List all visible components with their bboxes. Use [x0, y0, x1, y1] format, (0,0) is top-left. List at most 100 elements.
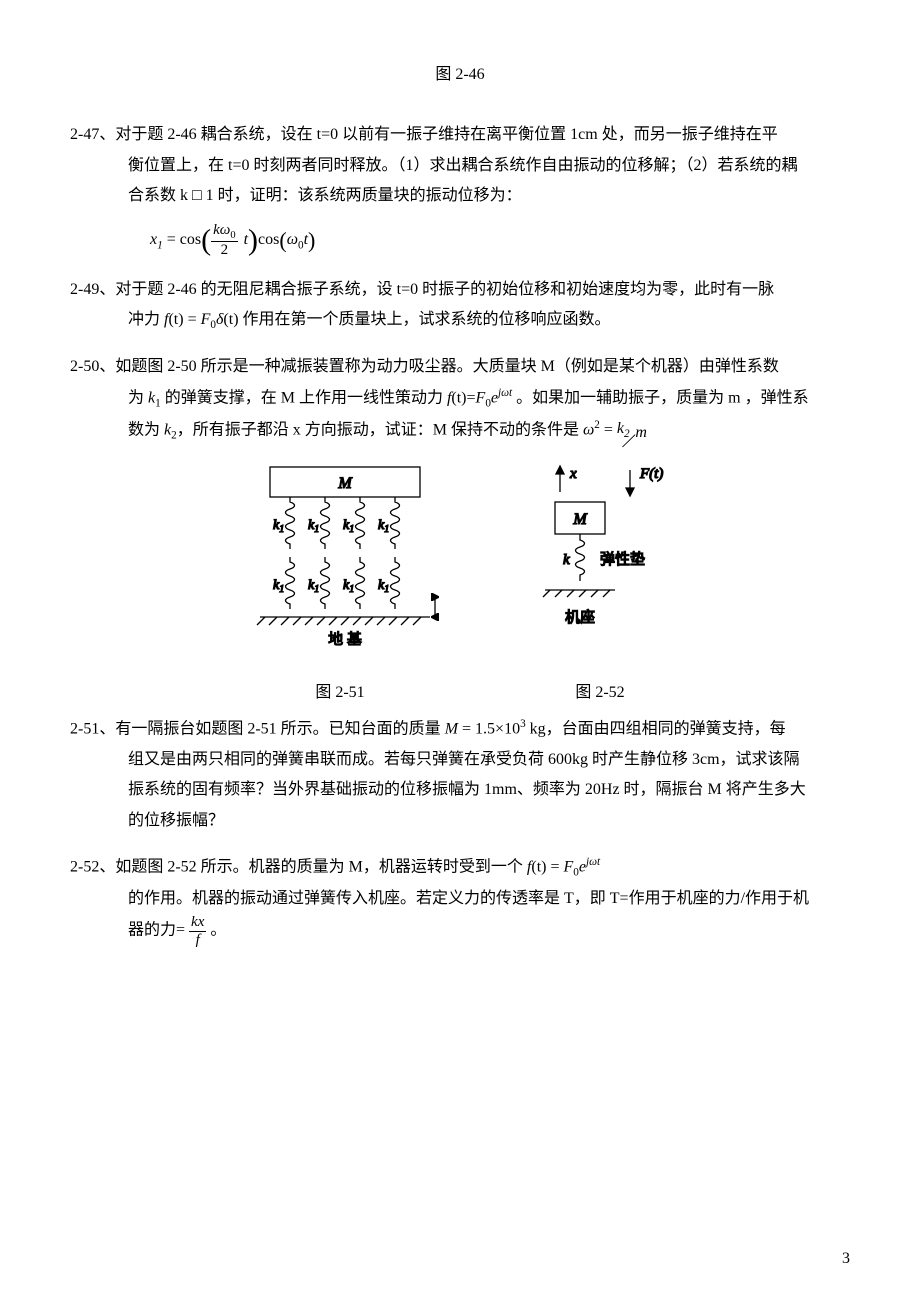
text: ，台面由四组相同的弹簧支持，每 — [546, 721, 786, 738]
problem-text: 对于题 2-46 耦合系统，设在 t=0 以前有一振子维持在离平衡位置 1cm … — [115, 126, 777, 143]
text: 冲力 — [128, 311, 164, 328]
text: 器的力= — [128, 922, 189, 939]
problem-2-52: 2-52、如题图 2-52 所示。机器的质量为 M，机器运转时受到一个 f (t)… — [70, 852, 850, 948]
problem-text: 器的力= kxf 。 — [70, 914, 850, 948]
diagram-2-51: M — [235, 462, 445, 662]
var-k: k — [617, 420, 624, 437]
fn-cos: cos — [180, 231, 201, 248]
label-base: 机座 — [565, 609, 595, 626]
paren-t: (t) — [451, 389, 466, 406]
equals: = — [600, 421, 617, 438]
problem-text: 对于题 2-46 的无阻尼耦合振子系统，设 t=0 时振子的初始位移和初始速度均… — [115, 281, 774, 298]
equation-2-47: x1 = cos(kω02 t)cos(ω0t) — [70, 222, 850, 259]
equals: = — [167, 231, 176, 248]
svg-text:k1: k1 — [308, 518, 319, 535]
svg-text:k1: k1 — [378, 578, 389, 595]
problem-number: 2-47、 — [70, 126, 115, 143]
paren: ( — [201, 223, 211, 256]
label-M: M — [337, 475, 353, 492]
problem-text: 如题图 2-52 所示。机器的质量为 M，机器运转时受到一个 — [115, 858, 527, 875]
value: = 1.5×10 — [458, 721, 520, 738]
label-M: M — [572, 511, 588, 528]
problem-2-50: 2-50、如题图 2-50 所示是一种减振装置称为动力吸尘器。大质量块 M（例如… — [70, 352, 850, 446]
label-k: k — [563, 552, 570, 568]
fraction: k2∕m — [617, 418, 647, 442]
var-F: F — [201, 311, 211, 328]
figure-caption: 图 2-51 — [235, 678, 445, 708]
problem-2-49: 2-49、对于题 2-46 的无阻尼耦合振子系统，设 t=0 时振子的初始位移和… — [70, 275, 850, 337]
problem-number: 2-51、 — [70, 721, 115, 738]
denominator: f — [189, 932, 206, 949]
paren: ) — [308, 227, 315, 252]
var-e: e — [579, 858, 586, 875]
label-pad: 弹性垫 — [600, 551, 645, 568]
figure-row: M — [70, 462, 850, 708]
svg-text:k1: k1 — [308, 578, 319, 595]
svg-text:k1: k1 — [343, 578, 354, 595]
problem-text: 组又是由两只相同的弹簧串联而成。若每只弹簧在承受负荷 600kg 时产生静位移 … — [70, 745, 850, 775]
denominator: 2 — [211, 242, 238, 259]
var-F: F — [564, 858, 574, 875]
text: 。如果加一辅助振子，质量为 m ，弹性系 — [512, 389, 808, 406]
text: 作用在第一个质量块上，试求系统的位移响应函数。 — [239, 311, 611, 328]
svg-text:k1: k1 — [343, 518, 354, 535]
var-omega: ω — [287, 231, 298, 248]
figure-2-51: M — [235, 462, 445, 708]
problem-text: 有一隔振台如题图 2-51 所示。已知台面的质量 — [115, 721, 444, 738]
problem-text: 冲力 f(t) = F0δ(t) 作用在第一个质量块上，试求系统的位移响应函数。 — [70, 305, 850, 336]
text: ，所有振子都沿 x 方向振动，试证：M 保持不动的条件是 — [177, 421, 583, 438]
var-e: e — [491, 389, 498, 406]
superscript: jωt — [586, 856, 600, 868]
label-ground: 地 基 — [328, 631, 362, 648]
problem-text: 的位移振幅？ — [70, 806, 850, 836]
svg-text:k1: k1 — [378, 518, 389, 535]
svg-text:k1: k1 — [273, 518, 284, 535]
problem-text: 衡位置上，在 t=0 时刻两者同时释放。（1）求出耦合系统作自由振动的位移解；（… — [70, 151, 850, 181]
paren: ( — [279, 227, 286, 252]
problem-2-51: 2-51、有一隔振台如题图 2-51 所示。已知台面的质量 M = 1.5×10… — [70, 714, 850, 836]
problem-number: 2-49、 — [70, 281, 115, 298]
figure-caption: 图 2-52 — [515, 678, 685, 708]
problem-number: 2-50、 — [70, 358, 115, 375]
equals: = — [546, 858, 563, 875]
fraction: kω02 — [211, 222, 238, 259]
var-omega: ω — [583, 421, 594, 438]
var-M: M — [445, 721, 458, 738]
subscript: 1 — [157, 239, 163, 251]
problem-text: 振系统的固有频率？当外界基础振动的位移振幅为 1mm、频率为 20Hz 时，隔振… — [70, 775, 850, 805]
problem-text: 数为 k2，所有振子都沿 x 方向振动，试证：M 保持不动的条件是 ω2 = k… — [70, 415, 850, 447]
var-omega: ω — [220, 222, 231, 238]
page-number: 3 — [842, 1244, 850, 1274]
label-Ft: F(t) — [639, 466, 663, 482]
unit: kg — [526, 721, 546, 738]
label-x: x — [569, 466, 577, 482]
paren-t: (t) — [223, 311, 238, 328]
var-F: F — [476, 389, 486, 406]
page: 图 2-46 2-47、对于题 2-46 耦合系统，设在 t=0 以前有一振子维… — [0, 0, 920, 1302]
problem-number: 2-52、 — [70, 858, 115, 875]
figure-label-2-46: 图 2-46 — [70, 60, 850, 90]
numerator: kx — [189, 914, 206, 932]
fn-cos: cos — [258, 231, 279, 248]
diagram-2-52: x F(t) M k 弹性垫 — [515, 462, 685, 662]
svg-text:k1: k1 — [273, 578, 284, 595]
var-k: k — [213, 222, 220, 238]
equals: = — [467, 389, 476, 406]
problem-text: 如题图 2-50 所示是一种减振装置称为动力吸尘器。大质量块 M（例如是某个机器… — [115, 358, 779, 375]
problem-text: 的作用。机器的振动通过弹簧传入机座。若定义力的传透率是 T，即 T=作用于机座的… — [70, 884, 850, 914]
superscript: jωt — [498, 387, 512, 399]
paren-t: (t) — [531, 858, 546, 875]
subscript: 0 — [230, 230, 235, 241]
problem-text: 为 k1 的弹簧支撑，在 M 上作用一线性策动力 f(t)=F0ejωt 。如果… — [70, 383, 850, 415]
paren: ) — [248, 223, 258, 256]
fraction: kxf — [189, 914, 206, 948]
figure-2-52: x F(t) M k 弹性垫 — [515, 462, 685, 708]
text: 为 — [128, 389, 148, 406]
var-m: m — [635, 418, 647, 448]
problem-text: 合系数 k □ 1 时，证明：该系统两质量块的振动位移为： — [70, 181, 850, 211]
equals: = — [188, 311, 197, 328]
text: 。 — [206, 922, 226, 939]
text: 数为 — [128, 421, 164, 438]
problem-2-47: 2-47、对于题 2-46 耦合系统，设在 t=0 以前有一振子维持在离平衡位置… — [70, 120, 850, 258]
paren-t: (t) — [168, 311, 183, 328]
